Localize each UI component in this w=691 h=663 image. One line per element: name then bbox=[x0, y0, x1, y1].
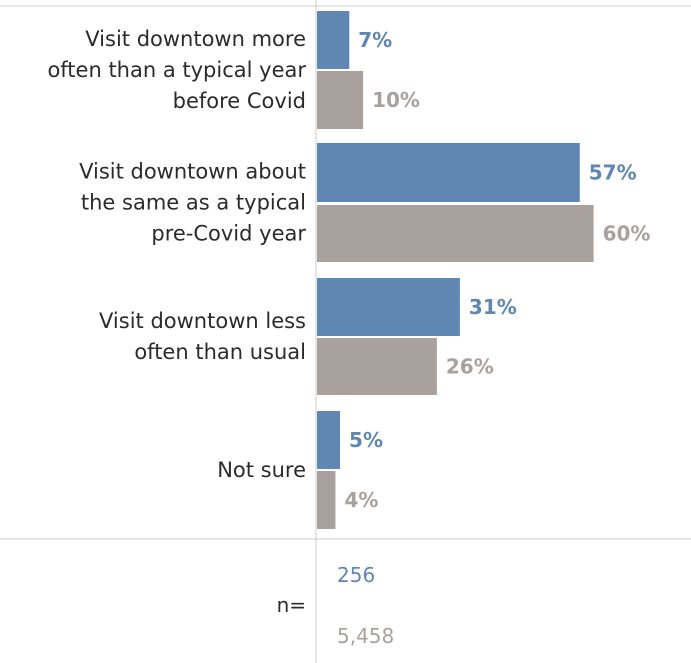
data-label: 4% bbox=[344, 488, 378, 512]
bar-series-a bbox=[317, 11, 350, 69]
data-label: 31% bbox=[469, 295, 517, 319]
bar-series-b bbox=[317, 471, 336, 529]
n-value-series-b: 5,458 bbox=[337, 624, 394, 648]
bar-series-a bbox=[317, 143, 580, 202]
bar-series-b bbox=[317, 205, 594, 262]
data-label: 57% bbox=[589, 161, 637, 185]
category-label-line: Visit downtown less bbox=[99, 309, 306, 333]
data-label: 5% bbox=[349, 428, 383, 452]
bar-series-b bbox=[317, 338, 437, 395]
data-label: 7% bbox=[358, 28, 392, 52]
bar-series-a bbox=[317, 278, 460, 336]
data-label: 60% bbox=[603, 222, 651, 246]
category-label-line: before Covid bbox=[173, 89, 306, 113]
category-label-line: pre-Covid year bbox=[151, 222, 306, 246]
category-label-line: Visit downtown more bbox=[85, 27, 306, 51]
bar-series-a bbox=[317, 411, 341, 469]
category-label-line: the same as a typical bbox=[81, 191, 306, 215]
n-value-series-a: 256 bbox=[337, 563, 375, 587]
n-label: n= bbox=[277, 593, 306, 617]
data-label: 10% bbox=[372, 88, 420, 112]
category-label-line: Visit downtown about bbox=[79, 160, 306, 184]
category-label-line: often than usual bbox=[134, 340, 306, 364]
bar-series-b bbox=[317, 71, 364, 129]
category-label-line: often than a typical year bbox=[47, 58, 306, 82]
data-label: 26% bbox=[446, 355, 494, 379]
category-label-line: Not sure bbox=[217, 458, 306, 482]
